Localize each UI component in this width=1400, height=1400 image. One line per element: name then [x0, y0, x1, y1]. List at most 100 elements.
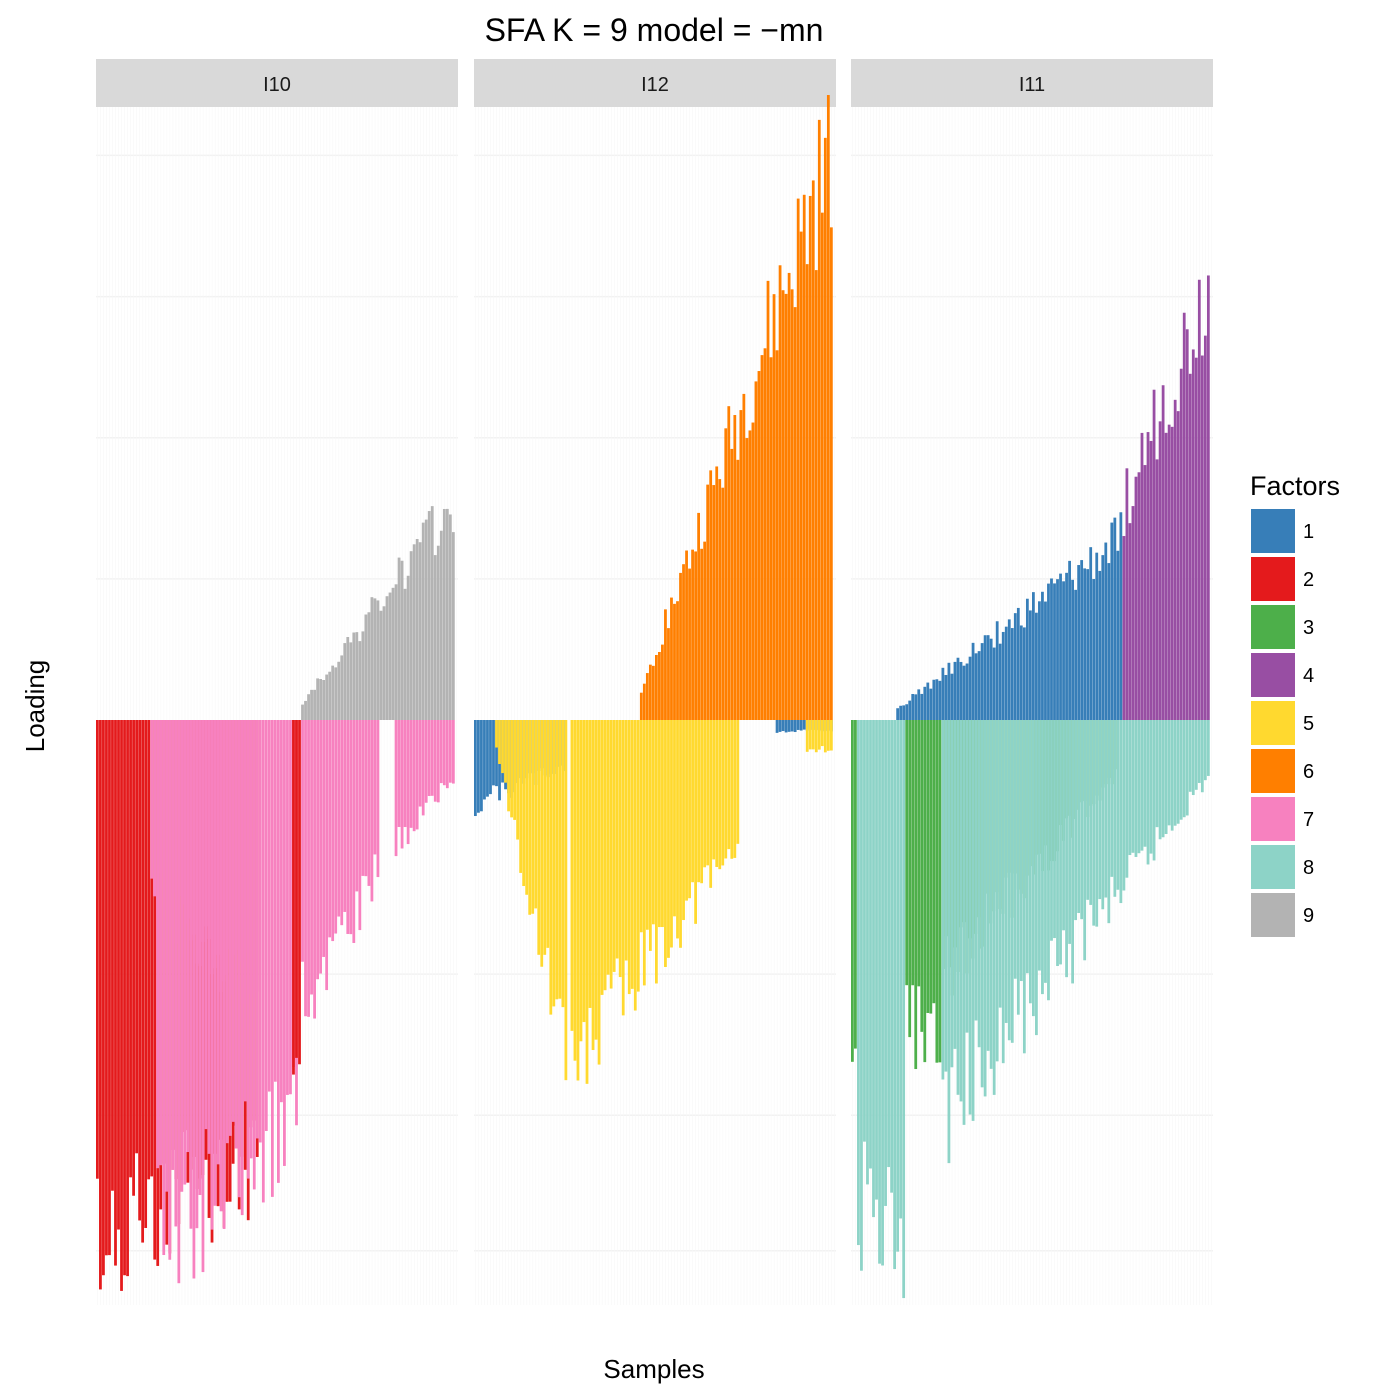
bar-factor-5: [826, 720, 830, 751]
bar-factor-8: [1110, 720, 1114, 877]
bar-factor-6: [724, 428, 728, 720]
bar-factor-7: [301, 720, 304, 962]
legend: Factors 1 2 3 4 5 6 7 8 9: [1250, 471, 1340, 937]
bar-factor-6: [679, 572, 682, 720]
bar-factor-1: [908, 700, 912, 720]
bar-factor-5: [504, 720, 507, 783]
bar-factor-8: [959, 720, 963, 1102]
bar-factor-6: [651, 665, 655, 720]
bar-factor-5: [558, 720, 562, 999]
bar-factor-8: [1041, 720, 1044, 995]
bar-factor-6: [676, 601, 679, 720]
bar-factor-8: [899, 720, 903, 1219]
bar-factor-6: [736, 459, 740, 720]
bar-factor-4: [1164, 432, 1168, 720]
bar-factor-5: [555, 720, 559, 1000]
bar-factor-9: [310, 689, 313, 720]
bar-factor-6: [823, 137, 827, 721]
bar-factor-7: [445, 720, 449, 789]
bar-factor-9: [304, 700, 307, 720]
bar-factor-5: [513, 720, 516, 820]
bar-factor-5: [703, 720, 707, 868]
bar-factor-7: [255, 720, 259, 1139]
bar-factor-8: [1019, 720, 1023, 982]
bar-factor-1: [1044, 601, 1047, 720]
bar-factor-5: [615, 720, 619, 959]
bar-factor-8: [1038, 720, 1041, 971]
bar-factor-8: [1149, 720, 1153, 854]
bar-factor-8: [1007, 720, 1011, 1041]
bar-factor-7: [307, 720, 310, 1017]
bar-factor-6: [658, 652, 661, 720]
bar-factor-6: [766, 280, 770, 720]
bar-factor-8: [998, 720, 1002, 1008]
bar-factor-7: [252, 720, 256, 1190]
bar-factor-5: [519, 720, 523, 873]
legend-label-3: 3: [1303, 617, 1314, 639]
legend-key-1: [1251, 509, 1295, 553]
bar-factor-4: [1161, 385, 1165, 720]
bar-factor-5: [655, 720, 658, 984]
bar-factor-5: [718, 720, 722, 870]
bar-factor-1: [1004, 626, 1008, 720]
bar-factor-9: [316, 678, 319, 720]
bar-factor-6: [775, 350, 779, 720]
bar-factor-8: [1119, 720, 1123, 904]
bar-factor-9: [346, 637, 350, 720]
facet-strip-label: I12: [641, 74, 669, 96]
bar-factor-8: [986, 720, 990, 1051]
bar-factor-1: [793, 720, 797, 733]
bar-factor-9: [415, 539, 419, 720]
bar-factor-2: [126, 720, 129, 1277]
bar-factor-4: [1176, 411, 1180, 720]
bar-factor-1: [1110, 522, 1114, 720]
bar-factor-2: [144, 720, 148, 1228]
bar-factor-5: [691, 720, 694, 883]
bar-factor-6: [748, 430, 752, 720]
bar-factor-5: [534, 720, 538, 909]
bar-factor-6: [712, 485, 716, 720]
bar-factor-9: [442, 508, 446, 720]
bar-factor-6: [700, 548, 704, 720]
bar-factor-1: [902, 705, 906, 720]
bar-factor-8: [1089, 720, 1093, 905]
bar-factor-5: [829, 720, 833, 751]
bar-factor-2: [120, 720, 123, 1291]
bar-factor-9: [367, 612, 371, 720]
bar-factor-6: [745, 438, 749, 720]
bar-factor-5: [507, 720, 510, 812]
bar-factor-4: [1143, 465, 1147, 720]
bar-factor-8: [1137, 720, 1141, 854]
bar-factor-9: [340, 655, 344, 720]
bar-factor-9: [439, 530, 443, 720]
bar-factor-8: [1152, 720, 1156, 861]
bar-factor-1: [1041, 591, 1044, 720]
bar-factor-6: [727, 406, 731, 720]
bar-factor-2: [132, 720, 135, 1196]
bar-factor-2: [117, 720, 120, 1230]
facet-strip-label: I10: [263, 74, 291, 96]
bar-factor-7: [319, 720, 323, 974]
bar-factor-8: [968, 720, 972, 1115]
bar-factor-5: [700, 720, 704, 884]
bar-factor-7: [156, 720, 160, 1169]
bar-factor-1: [1107, 563, 1111, 720]
bar-factor-1: [1028, 610, 1032, 720]
bar-factor-8: [1131, 720, 1135, 853]
bar-factor-7: [448, 720, 452, 783]
bar-factor-3: [911, 720, 915, 986]
bar-factor-1: [1035, 612, 1038, 720]
bar-factor-7: [361, 720, 365, 876]
bar-factor-8: [1134, 720, 1138, 857]
bar-factor-1: [790, 720, 794, 732]
bar-factor-1: [483, 720, 486, 800]
bar-factor-4: [1155, 459, 1159, 720]
bar-factor-9: [388, 592, 392, 720]
bar-factor-5: [510, 720, 513, 818]
bar-factor-6: [760, 355, 764, 720]
bar-factor-1: [944, 674, 948, 720]
bar-factor-1: [480, 720, 483, 812]
bar-factor-9: [361, 631, 365, 720]
bar-factor-8: [896, 720, 900, 1252]
bar-factor-8: [1164, 720, 1168, 834]
